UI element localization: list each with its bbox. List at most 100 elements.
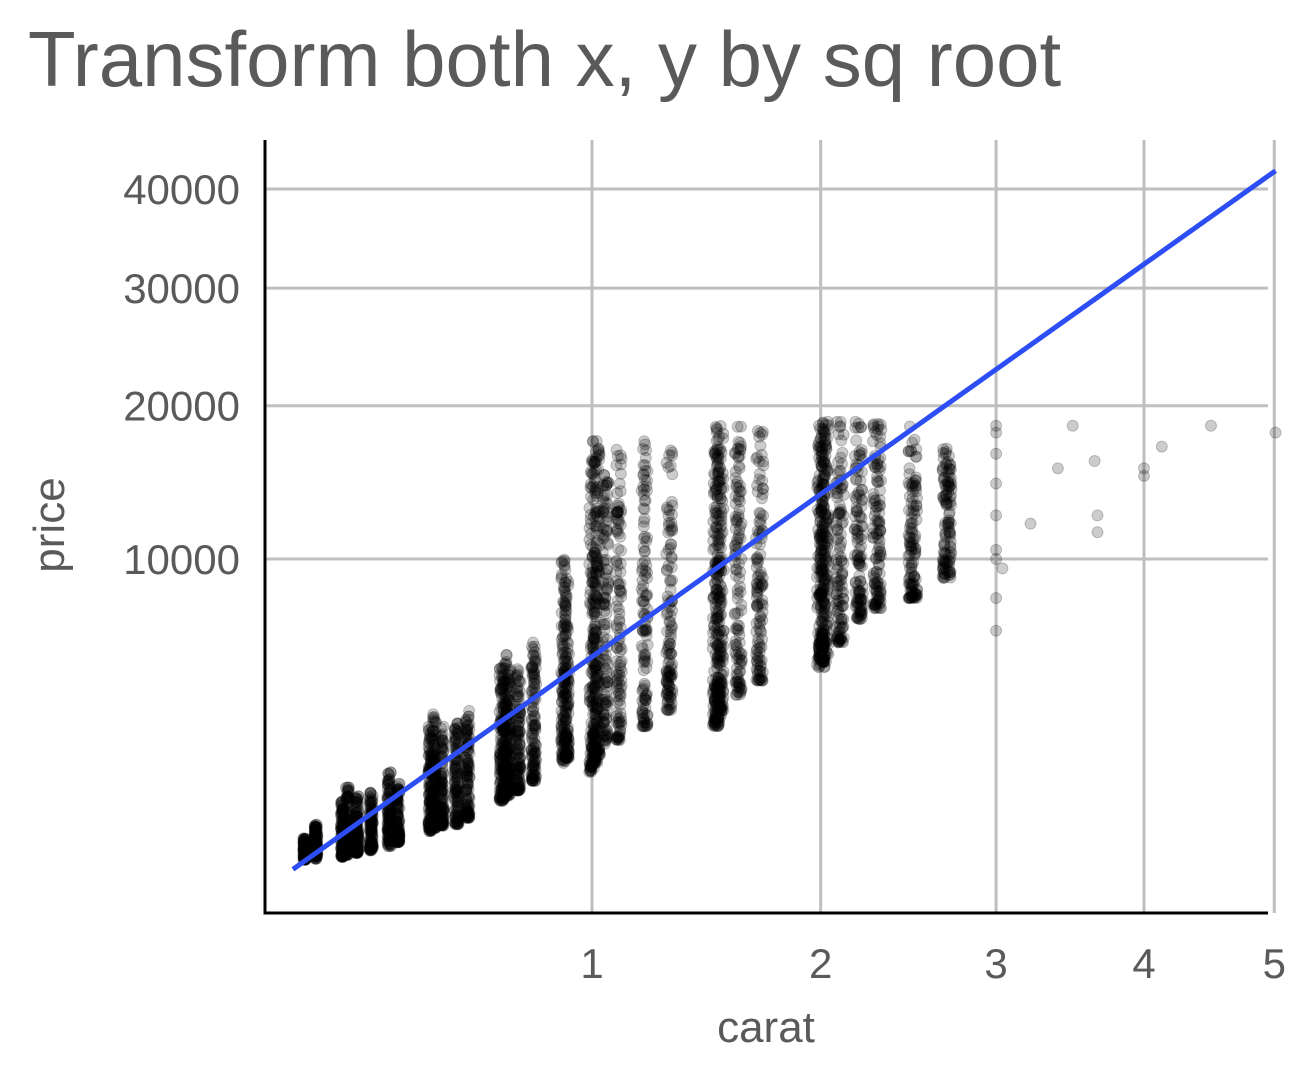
data-point	[337, 807, 350, 820]
data-point	[364, 843, 377, 856]
data-point	[336, 839, 349, 852]
data-point	[341, 835, 354, 847]
data-point	[365, 839, 378, 852]
data-point	[310, 832, 323, 845]
data-point	[309, 834, 322, 847]
data-point	[336, 808, 349, 821]
data-point	[342, 781, 355, 794]
data-point	[615, 585, 628, 598]
data-point	[309, 824, 322, 837]
data-point	[351, 829, 363, 841]
data-point	[299, 843, 311, 856]
data-point	[297, 842, 310, 855]
data-point	[340, 844, 353, 857]
data-point	[365, 823, 378, 835]
data-point	[310, 825, 323, 837]
data-point	[822, 508, 835, 521]
data-point	[340, 834, 353, 847]
data-point	[366, 840, 379, 852]
data-point	[717, 624, 730, 637]
data-point	[349, 810, 362, 823]
data-point	[336, 838, 349, 851]
data-point	[308, 819, 321, 832]
data-point	[1138, 469, 1150, 482]
data-point	[735, 420, 747, 433]
data-point	[365, 839, 377, 851]
data-point	[335, 819, 348, 832]
data-point	[434, 815, 447, 828]
data-point	[342, 840, 355, 853]
data-point	[365, 834, 378, 847]
data-point	[350, 792, 363, 805]
data-point	[350, 834, 363, 847]
data-point	[309, 821, 322, 834]
data-point	[299, 840, 312, 853]
data-point	[310, 837, 322, 850]
data-point	[597, 491, 609, 504]
data-point	[351, 844, 364, 857]
data-point	[350, 834, 363, 847]
data-point	[818, 575, 831, 588]
data-point	[351, 847, 364, 859]
data-point	[311, 835, 323, 848]
data-point	[836, 622, 848, 635]
data-point	[335, 799, 348, 812]
data-point	[335, 849, 348, 862]
data-point	[349, 844, 362, 857]
data-point	[350, 839, 363, 852]
data-point	[351, 846, 364, 859]
data-point	[834, 574, 847, 586]
data-point	[340, 791, 353, 804]
data-point	[869, 601, 882, 614]
data-point	[715, 506, 728, 519]
data-point	[365, 823, 378, 836]
data-point	[297, 833, 310, 846]
data-point	[352, 832, 365, 845]
data-point	[349, 842, 362, 855]
data-point	[341, 804, 354, 817]
data-point	[598, 469, 611, 482]
data-point	[528, 764, 541, 777]
data-point	[638, 435, 651, 448]
data-point	[340, 805, 353, 817]
data-point	[831, 487, 844, 500]
data-point	[816, 456, 829, 468]
data-point	[614, 467, 627, 480]
data-point	[1269, 426, 1282, 439]
data-point	[299, 842, 312, 855]
data-point	[337, 817, 350, 830]
data-point	[849, 600, 862, 613]
data-point	[459, 752, 472, 765]
data-point	[341, 845, 354, 858]
y-tick-label: 30000	[123, 265, 240, 312]
data-point	[663, 504, 676, 517]
data-point	[614, 557, 627, 570]
data-point	[341, 848, 354, 861]
data-point	[297, 832, 310, 845]
data-point	[352, 841, 365, 854]
data-point	[365, 825, 378, 838]
data-point	[349, 841, 362, 854]
data-point	[341, 844, 354, 856]
data-point	[611, 524, 624, 537]
data-point	[363, 824, 376, 836]
data-point	[349, 807, 362, 820]
data-point	[339, 781, 352, 794]
data-point	[365, 796, 378, 809]
data-point	[310, 823, 323, 836]
data-point	[599, 599, 612, 612]
data-point	[341, 815, 353, 828]
data-point	[349, 828, 362, 841]
data-point	[352, 840, 365, 853]
data-point	[462, 799, 475, 812]
data-point	[751, 424, 764, 437]
data-point	[817, 470, 830, 482]
data-point	[299, 839, 312, 852]
data-point	[350, 842, 363, 855]
data-point	[364, 787, 377, 799]
data-point	[1051, 462, 1064, 475]
data-point	[833, 506, 846, 519]
data-point	[849, 576, 862, 589]
data-point	[835, 536, 848, 549]
data-point	[352, 804, 365, 817]
